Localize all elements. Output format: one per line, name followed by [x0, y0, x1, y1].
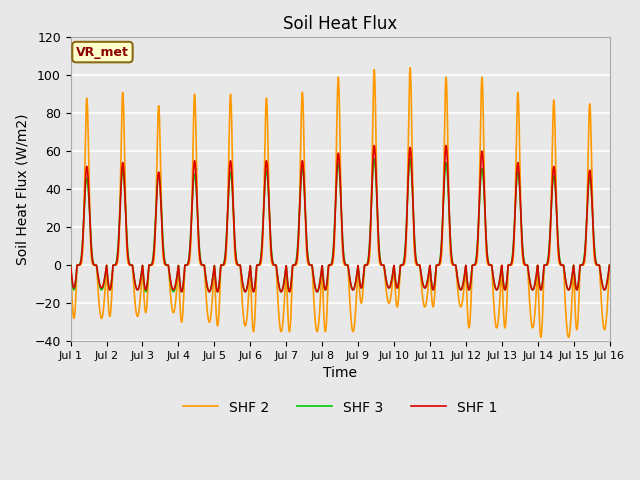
Line: SHF 2: SHF 2 [70, 68, 609, 337]
SHF 2 [67, 262, 74, 268]
Legend: SHF 2, SHF 3, SHF 1: SHF 2, SHF 3, SHF 1 [176, 394, 504, 421]
SHF 3 [431, 276, 439, 282]
X-axis label: Time: Time [323, 366, 357, 381]
SHF 2 [605, 262, 613, 268]
Line: SHF 1: SHF 1 [70, 145, 609, 292]
SHF 1 [313, 289, 321, 295]
SHF 2 [320, 311, 328, 316]
SHF 1 [605, 266, 613, 272]
SHF 1 [371, 143, 378, 148]
SHF 1 [164, 262, 172, 268]
SHF 2 [537, 335, 545, 340]
SHF 2 [406, 65, 414, 71]
SHF 3 [461, 269, 468, 275]
Title: Soil Heat Flux: Soil Heat Flux [283, 15, 397, 33]
SHF 3 [406, 156, 414, 162]
SHF 3 [313, 289, 321, 295]
SHF 3 [67, 262, 74, 268]
Line: SHF 3: SHF 3 [70, 159, 609, 292]
SHF 3 [605, 266, 613, 272]
Y-axis label: Soil Heat Flux (W/m2): Soil Heat Flux (W/m2) [15, 113, 29, 265]
Text: VR_met: VR_met [76, 46, 129, 59]
SHF 2 [164, 262, 172, 268]
SHF 2 [492, 319, 499, 325]
SHF 1 [431, 276, 439, 282]
SHF 3 [320, 281, 328, 287]
SHF 3 [605, 262, 613, 268]
SHF 2 [431, 288, 439, 294]
SHF 2 [461, 276, 468, 281]
SHF 1 [67, 262, 74, 268]
SHF 1 [320, 281, 328, 287]
SHF 1 [461, 269, 468, 275]
SHF 3 [164, 262, 172, 268]
SHF 1 [492, 285, 499, 291]
SHF 3 [492, 285, 499, 291]
SHF 1 [605, 262, 613, 268]
SHF 2 [605, 272, 613, 278]
